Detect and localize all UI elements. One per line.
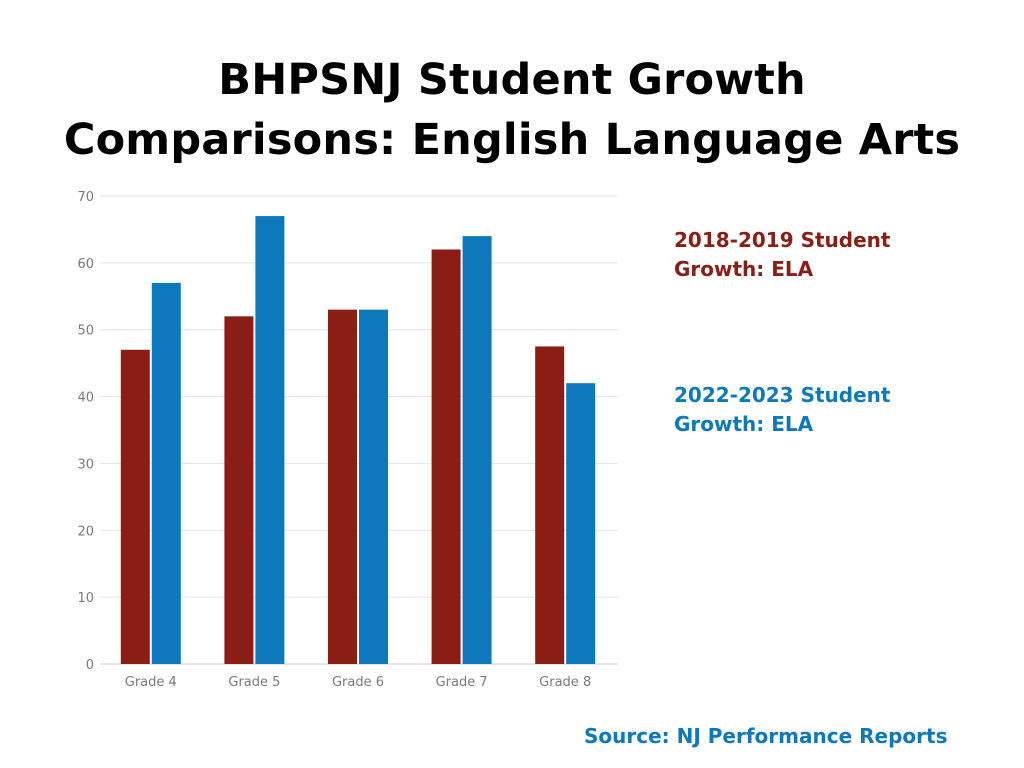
y-tick-label: 40 — [77, 391, 94, 406]
x-tick-label: Grade 7 — [436, 675, 488, 690]
bar-2022-2023 — [255, 216, 285, 665]
bar-2018-2019 — [535, 346, 565, 664]
chart-title-line-2: Comparisons: English Language Arts — [63, 115, 961, 165]
legend-label: Growth: ELA — [674, 257, 814, 281]
chart-title: BHPSNJ Student Growth Comparisons: Engli… — [0, 50, 1024, 170]
legend-item-2022-2023: 2022-2023 Student Growth: ELA — [674, 381, 890, 439]
bar-2018-2019 — [431, 249, 461, 664]
y-tick-label: 20 — [77, 524, 94, 539]
y-tick-label: 50 — [77, 324, 94, 339]
legend-label: Growth: ELA — [674, 412, 814, 436]
bar-2022-2023 — [566, 383, 596, 664]
y-tick-label: 30 — [77, 457, 94, 472]
source-note: Source: NJ Performance Reports — [584, 724, 948, 748]
x-tick-label: Grade 6 — [332, 675, 384, 690]
y-tick-label: 70 — [77, 190, 94, 205]
legend-item-2018-2019: 2018-2019 Student Growth: ELA — [674, 226, 890, 284]
y-tick-label: 10 — [77, 591, 94, 606]
y-tick-label: 0 — [86, 658, 94, 673]
legend-label: 2018-2019 Student — [674, 228, 891, 252]
chart-title-line-1: BHPSNJ Student Growth — [218, 55, 806, 105]
x-tick-label: Grade 4 — [125, 675, 177, 690]
bar-2022-2023 — [462, 236, 492, 664]
x-tick-label: Grade 8 — [539, 675, 591, 690]
x-tick-label: Grade 5 — [228, 675, 280, 690]
bar-2018-2019 — [120, 349, 150, 664]
bar-2018-2019 — [328, 309, 357, 664]
bar-2018-2019 — [224, 316, 254, 664]
bar-2022-2023 — [151, 282, 181, 664]
legend-label: 2022-2023 Student — [674, 383, 891, 407]
bar-2022-2023 — [359, 309, 388, 664]
y-tick-label: 60 — [77, 257, 94, 272]
